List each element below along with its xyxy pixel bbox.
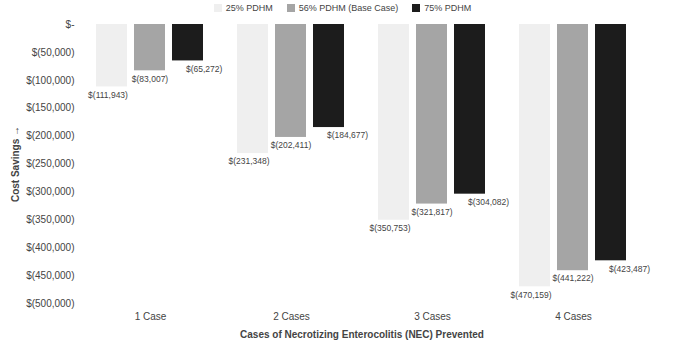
svg-text:4 Cases: 4 Cases	[555, 311, 592, 322]
svg-text:$(350,000): $(350,000)	[26, 214, 74, 225]
svg-text:1 Case: 1 Case	[135, 311, 167, 322]
svg-text:$(441,222): $(441,222)	[552, 273, 593, 283]
html-text:75% PDHM: 75% PDHM	[424, 3, 472, 13]
svg-text:$(111,943): $(111,943)	[88, 90, 128, 100]
svg-text:3 Cases: 3 Cases	[414, 311, 451, 322]
html-text:25% PDHM: 25% PDHM	[225, 3, 273, 13]
svg-text:$(423,487): $(423,487)	[609, 264, 650, 274]
svg-text:$(150,000): $(150,000)	[26, 102, 74, 113]
svg-text:$(321,817): $(321,817)	[411, 207, 452, 217]
svg-text:$(350,753): $(350,753)	[369, 223, 410, 233]
svg-text:$(450,000): $(450,000)	[26, 270, 74, 281]
svg-text:$(65,272): $(65,272)	[186, 64, 223, 74]
svg-text:$(200,000): $(200,000)	[26, 130, 74, 141]
html-text:56% PDHM (Base Case): 56% PDHM (Base Case)	[298, 3, 399, 13]
svg-text:$(184,677): $(184,677)	[327, 130, 368, 140]
svg-text:$(83,007): $(83,007)	[132, 74, 169, 84]
svg-text:$(50,000): $(50,000)	[32, 47, 75, 58]
svg-text:$(300,000): $(300,000)	[26, 186, 74, 197]
svg-text:$(231,348): $(231,348)	[228, 156, 269, 166]
svg-text:$-: $-	[66, 19, 75, 30]
svg-text:$(400,000): $(400,000)	[26, 242, 74, 253]
svg-text:$(250,000): $(250,000)	[26, 158, 74, 169]
svg-text:2 Cases: 2 Cases	[273, 311, 310, 322]
svg-text:$(304,082): $(304,082)	[468, 197, 509, 207]
svg-text:$(500,000): $(500,000)	[26, 298, 74, 309]
svg-text:$(100,000): $(100,000)	[26, 75, 74, 86]
svg-text:$(202,411): $(202,411)	[271, 140, 312, 150]
svg-text:Cases of Necrotizing Enterocol: Cases of Necrotizing Enterocolitis (NEC)…	[240, 329, 484, 340]
svg-text:Cost Savings →: Cost Savings →	[10, 126, 21, 202]
svg-text:$(470,159): $(470,159)	[510, 290, 551, 300]
